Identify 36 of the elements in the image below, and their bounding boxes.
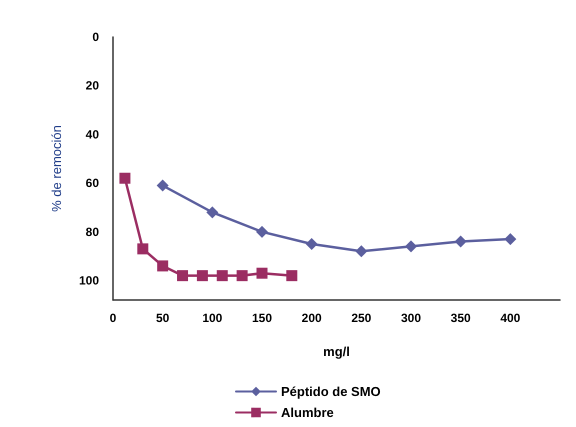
point <box>119 172 130 184</box>
y-tick-label: 0 <box>92 30 100 44</box>
point <box>256 268 268 279</box>
point <box>504 233 516 246</box>
point <box>236 270 248 282</box>
point <box>256 226 268 238</box>
y-tick-label: 60 <box>86 176 100 190</box>
point <box>306 238 318 250</box>
legend-label: Alumbre <box>281 405 334 420</box>
point <box>137 243 148 254</box>
point <box>286 270 298 282</box>
x-tick-label: 100 <box>202 311 223 325</box>
y-axis-title: % de remoción <box>49 125 64 212</box>
point <box>156 180 169 192</box>
x-tick-label: 0 <box>110 311 117 325</box>
x-tick-label: 200 <box>302 311 322 325</box>
x-tick-label: 400 <box>500 311 521 325</box>
x-axis-title: mg/l <box>323 344 350 359</box>
x-tick-label: 300 <box>400 311 422 325</box>
point <box>157 260 168 272</box>
point <box>405 240 417 252</box>
point <box>454 236 467 248</box>
y-tick-label: 20 <box>86 78 100 93</box>
point <box>177 270 188 282</box>
y-tick-label: 40 <box>86 127 100 142</box>
legend-label: Péptido de SMO <box>281 384 381 399</box>
point <box>216 270 228 282</box>
x-tick-label: 150 <box>252 311 272 325</box>
y-tick-label: 80 <box>86 224 100 239</box>
x-tick-label: 350 <box>450 311 471 325</box>
point <box>206 206 218 218</box>
x-tick-label: 50 <box>156 311 170 325</box>
point <box>196 270 208 282</box>
x-tick-label: 250 <box>351 311 372 325</box>
point <box>355 245 368 258</box>
y-tick-label: 100 <box>78 274 100 288</box>
